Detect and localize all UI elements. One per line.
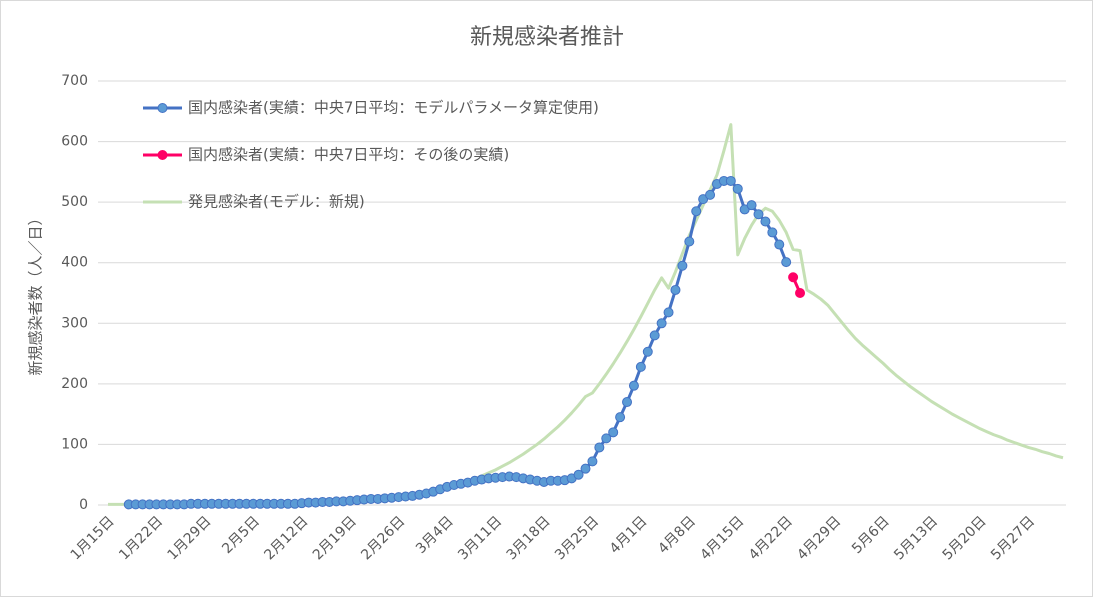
y-tick-label: 100 — [61, 436, 88, 452]
y-tick-label: 200 — [61, 376, 88, 392]
legend-marker — [157, 103, 168, 113]
data-point — [788, 272, 799, 283]
data-point — [670, 284, 681, 295]
y-tick-label: 700 — [61, 73, 88, 89]
y-tick-label: 400 — [61, 255, 88, 271]
legend-label: 国内感染者(実績：中央7日平均：モデルパラメータ算定使用) — [188, 99, 599, 117]
data-point — [649, 330, 660, 341]
legend-marker — [157, 150, 168, 160]
data-point — [656, 318, 667, 329]
y-tick-label: 500 — [61, 194, 88, 210]
legend-label: 発見感染者(モデル：新規) — [188, 193, 365, 211]
data-point — [580, 463, 591, 474]
data-point — [615, 412, 626, 423]
data-point — [781, 257, 792, 268]
data-point — [677, 260, 688, 271]
data-point — [746, 200, 757, 211]
data-point — [642, 346, 653, 357]
y-axis-label: 新規感染者数（人／日） — [27, 210, 45, 375]
data-point — [608, 427, 619, 438]
data-point — [705, 189, 716, 200]
data-point — [628, 380, 639, 391]
data-point — [725, 175, 736, 186]
data-point — [795, 288, 806, 298]
data-point — [760, 216, 771, 227]
data-point — [587, 456, 598, 467]
data-point — [767, 227, 778, 238]
y-tick-label: 300 — [61, 315, 88, 331]
data-point — [594, 442, 605, 453]
data-point — [573, 469, 584, 480]
data-point — [622, 397, 633, 408]
data-point — [774, 239, 785, 250]
data-point — [753, 209, 764, 220]
data-point — [663, 307, 674, 318]
data-point — [691, 206, 702, 217]
data-point — [684, 236, 695, 247]
chart-title: 新規感染者推計 — [470, 25, 624, 50]
data-point — [601, 433, 612, 444]
data-point — [732, 183, 743, 194]
legend-label: 国内感染者(実績：中央7日平均：その後の実績) — [188, 146, 509, 164]
data-point — [635, 361, 646, 372]
y-tick-label: 0 — [79, 497, 88, 513]
y-tick-label: 600 — [61, 134, 88, 150]
